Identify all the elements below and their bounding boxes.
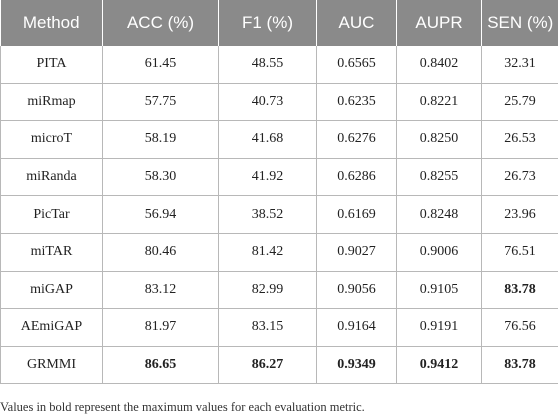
- cell-aupr: 0.8221: [396, 83, 482, 122]
- cell-auc: 0.9164: [316, 308, 397, 347]
- cell-method: miRanda: [0, 158, 103, 197]
- cell-sen: 83.78: [481, 271, 558, 310]
- cell-f1: 40.73: [218, 83, 317, 122]
- cell-f1: 41.68: [218, 120, 317, 159]
- cell-acc: 58.19: [102, 120, 219, 159]
- cell-sen: 32.31: [481, 46, 558, 84]
- cell-auc: 0.9056: [316, 271, 397, 310]
- cell-sen: 83.78: [481, 346, 558, 385]
- cell-f1: 81.42: [218, 233, 317, 272]
- cell-auc: 0.6235: [316, 83, 397, 122]
- cell-f1: 48.55: [218, 46, 317, 84]
- cell-f1: 86.27: [218, 346, 317, 385]
- cell-aupr: 0.8255: [396, 158, 482, 197]
- cell-aupr: 0.8402: [396, 46, 482, 84]
- header-acc: ACC (%): [102, 0, 219, 46]
- cell-method: AEmiGAP: [0, 308, 103, 347]
- cell-method: miTAR: [0, 233, 103, 272]
- cell-acc: 86.65: [102, 346, 219, 385]
- table-body: PITA 61.45 48.55 0.6565 0.8402 32.31 miRmap 57.…: [0, 46, 558, 385]
- cell-aupr: 0.8250: [396, 120, 482, 159]
- header-aupr: AUPR: [396, 0, 482, 46]
- table-footnote: Values in bold represent the maximum val…: [0, 400, 365, 414]
- cell-acc: 58.30: [102, 158, 219, 197]
- cell-acc: 83.12: [102, 271, 219, 310]
- cell-aupr: 0.9191: [396, 308, 482, 347]
- cell-acc: 57.75: [102, 83, 219, 122]
- header-method: Method: [0, 0, 103, 46]
- cell-auc: 0.9349: [316, 346, 397, 385]
- cell-f1: 38.52: [218, 195, 317, 234]
- header-f1: F1 (%): [218, 0, 317, 46]
- cell-auc: 0.6276: [316, 120, 397, 159]
- cell-aupr: 0.8248: [396, 195, 482, 234]
- table-header: Method ACC (%) F1 (%) AUC AUPR SEN (%): [0, 0, 558, 46]
- table-row: GRMMI 86.65 86.27 0.9349 0.9412 83.78: [0, 346, 558, 385]
- cell-method: miRmap: [0, 83, 103, 122]
- table-row: miTAR 80.46 81.42 0.9027 0.9006 76.51: [0, 233, 558, 272]
- results-table: Method ACC (%) F1 (%) AUC AUPR SEN (%) P…: [0, 0, 558, 385]
- cell-method: PicTar: [0, 195, 103, 234]
- cell-acc: 56.94: [102, 195, 219, 234]
- cell-f1: 83.15: [218, 308, 317, 347]
- cell-sen: 76.51: [481, 233, 558, 272]
- cell-sen: 23.96: [481, 195, 558, 234]
- cell-sen: 26.73: [481, 158, 558, 197]
- cell-sen: 25.79: [481, 83, 558, 122]
- cell-sen: 26.53: [481, 120, 558, 159]
- cell-acc: 61.45: [102, 46, 219, 84]
- table-row: miRmap 57.75 40.73 0.6235 0.8221 25.79: [0, 83, 558, 122]
- cell-method: GRMMI: [0, 346, 103, 385]
- cell-auc: 0.9027: [316, 233, 397, 272]
- table-row: miRanda 58.30 41.92 0.6286 0.8255 26.73: [0, 158, 558, 197]
- cell-auc: 0.6169: [316, 195, 397, 234]
- header-auc: AUC: [316, 0, 397, 46]
- cell-f1: 82.99: [218, 271, 317, 310]
- table-row: microT 58.19 41.68 0.6276 0.8250 26.53: [0, 120, 558, 159]
- cell-auc: 0.6565: [316, 46, 397, 84]
- table-row: AEmiGAP 81.97 83.15 0.9164 0.9191 76.56: [0, 308, 558, 347]
- table-row: miGAP 83.12 82.99 0.9056 0.9105 83.78: [0, 271, 558, 310]
- cell-aupr: 0.9105: [396, 271, 482, 310]
- cell-acc: 81.97: [102, 308, 219, 347]
- cell-aupr: 0.9412: [396, 346, 482, 385]
- header-row: Method ACC (%) F1 (%) AUC AUPR SEN (%): [0, 0, 558, 46]
- header-sen: SEN (%): [481, 0, 558, 46]
- cell-sen: 76.56: [481, 308, 558, 347]
- cell-aupr: 0.9006: [396, 233, 482, 272]
- table-row: PITA 61.45 48.55 0.6565 0.8402 32.31: [0, 46, 558, 84]
- cell-method: PITA: [0, 46, 103, 84]
- cell-auc: 0.6286: [316, 158, 397, 197]
- cell-acc: 80.46: [102, 233, 219, 272]
- cell-f1: 41.92: [218, 158, 317, 197]
- cell-method: miGAP: [0, 271, 103, 310]
- table-row: PicTar 56.94 38.52 0.6169 0.8248 23.96: [0, 195, 558, 234]
- cell-method: microT: [0, 120, 103, 159]
- results-table-container: Method ACC (%) F1 (%) AUC AUPR SEN (%) P…: [0, 0, 558, 385]
